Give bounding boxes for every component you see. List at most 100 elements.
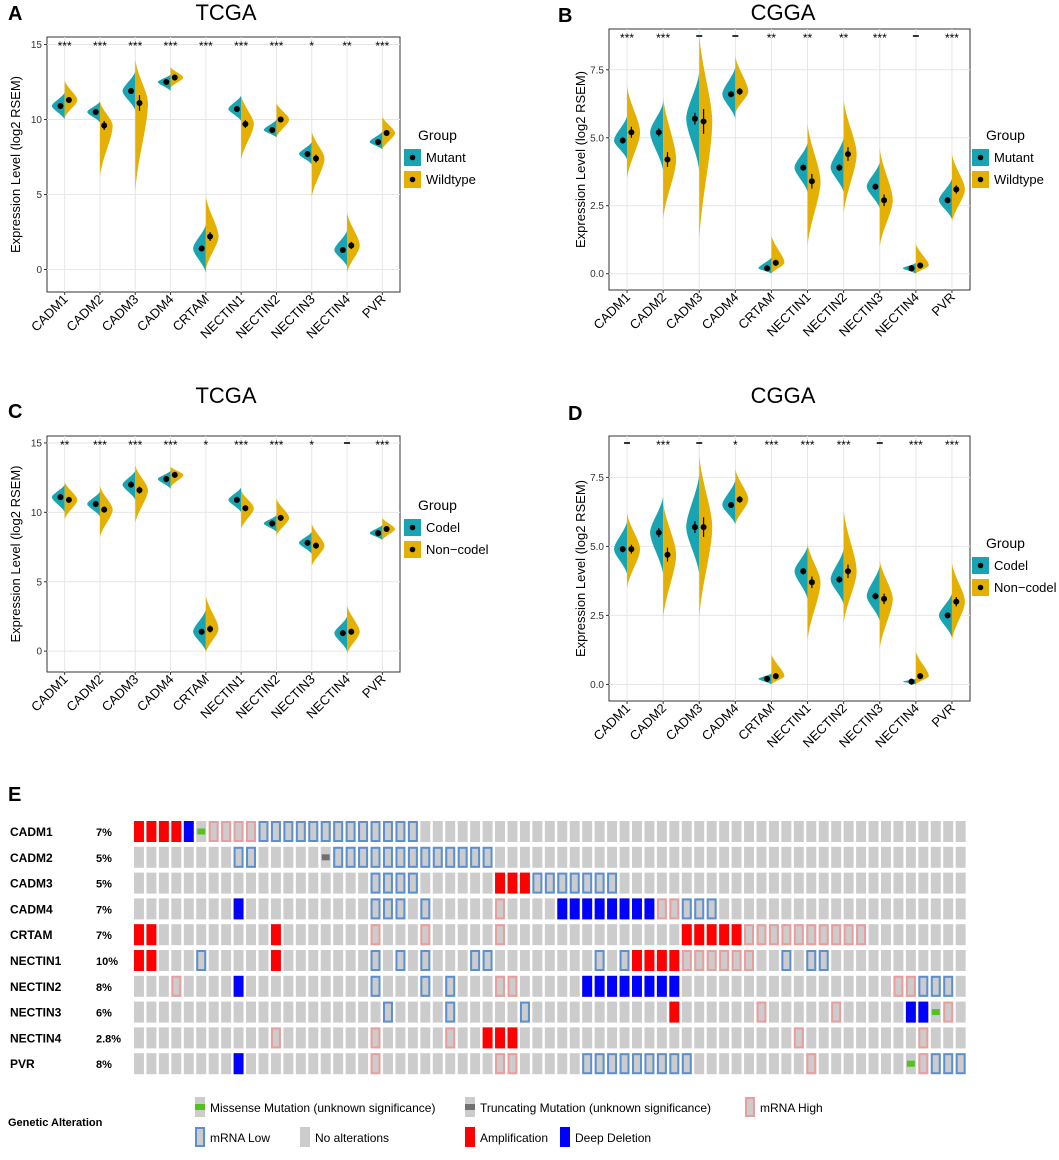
sample-cell: [146, 872, 157, 894]
sample-cell: [470, 924, 481, 946]
mean-point: [207, 625, 214, 632]
sample-cell: [420, 872, 431, 894]
sample-cell: [569, 950, 580, 971]
sample-cell: [395, 872, 406, 894]
cell-mrna-low: [370, 950, 381, 971]
sample-cell: [532, 1053, 543, 1075]
sample-cell: [495, 924, 505, 946]
violin-left: [830, 137, 844, 193]
sample-cell: [793, 1027, 804, 1049]
sample-cell: [283, 898, 294, 920]
cell-mrna-high: [507, 1053, 518, 1075]
sample-cell: [183, 924, 194, 946]
sample-cell: [881, 975, 891, 997]
sample-cell: [681, 872, 692, 894]
sample-cell: [656, 898, 667, 920]
sample-cell: [432, 898, 443, 920]
y-axis-label: Expression Level (log2 RSEM): [573, 71, 588, 248]
cell-amplification: [669, 950, 680, 971]
sample-cell: [856, 1027, 867, 1049]
sample-cell: [134, 1053, 144, 1075]
sample-cell: [308, 872, 319, 894]
cell-amplification: [507, 1027, 518, 1049]
mean-point: [772, 259, 779, 266]
sample-cell: [208, 872, 219, 894]
sample-cell: [831, 898, 842, 920]
sample-cell: [233, 846, 244, 868]
sample-cell: [196, 924, 207, 946]
cell-mrna-low: [943, 1053, 954, 1075]
sample-cell: [731, 950, 742, 971]
cell-mrna-low: [482, 846, 493, 868]
sample-cell: [258, 950, 269, 971]
sample-cell: [756, 950, 767, 971]
sample-cell: [295, 821, 306, 842]
significance-label: ***: [128, 39, 142, 53]
sample-cell: [731, 975, 742, 997]
cell-mrna-high: [918, 1053, 929, 1075]
legend-dot: [977, 154, 984, 161]
cell-mrna-high: [756, 924, 767, 946]
cell-mrna-low: [358, 846, 369, 868]
sample-cell: [943, 924, 954, 946]
cell-mrna-high: [719, 950, 730, 971]
cell-mrna-low: [383, 898, 393, 920]
sample-cell: [744, 950, 754, 971]
cell-mrna-low: [582, 872, 593, 894]
legend-label: Codel: [994, 558, 1028, 573]
sample-cell: [158, 846, 169, 868]
sample-cell: [868, 872, 879, 894]
x-tick-label: CADM4: [699, 290, 742, 333]
sample-cell: [295, 975, 306, 997]
mean-point: [65, 496, 72, 503]
sample-cell: [134, 975, 144, 997]
sample-cell: [619, 846, 630, 868]
sample-cell: [706, 950, 717, 971]
sample-cell: [544, 821, 555, 842]
violin-right: [99, 101, 113, 177]
sample-cell: [358, 872, 369, 894]
sample-cell: [407, 846, 418, 868]
mean-point: [808, 579, 815, 586]
sample-cell: [868, 898, 879, 920]
cell-mrna-high: [681, 950, 692, 971]
sample-cell: [470, 898, 481, 920]
panel-a: A TCGA 0 5 10 15 Expression Level (log2 RSEM) *…: [8, 0, 476, 341]
sample-cell: [407, 1001, 418, 1023]
sample-cell: [930, 898, 941, 920]
sample-cell: [457, 950, 468, 971]
sample-cell: [432, 872, 443, 894]
x-tick-label: CADM1: [590, 290, 633, 333]
sample-cell: [407, 950, 418, 971]
sample-cell: [320, 924, 331, 946]
sample-cell: [644, 1001, 655, 1023]
sample-cell: [619, 872, 630, 894]
sample-cell: [295, 950, 306, 971]
panel-letter: B: [558, 5, 572, 27]
sample-cell: [221, 975, 232, 997]
sample-cell: [345, 1001, 356, 1023]
sample-cell: [656, 1027, 667, 1049]
sample-cell: [246, 1053, 256, 1075]
cell-mrna-low: [457, 846, 468, 868]
sample-cell: [420, 821, 431, 842]
sample-cell: [383, 924, 393, 946]
cell-mrna-low: [619, 950, 630, 971]
cell-mrna-low: [383, 872, 393, 894]
cell-mrna-low: [395, 821, 406, 842]
significance-label: *: [204, 438, 209, 452]
sample-cell: [221, 898, 232, 920]
sample-cell: [420, 898, 431, 920]
x-tick-label: PVR: [359, 672, 389, 702]
mean-point: [728, 91, 735, 98]
cell-mrna-low: [470, 950, 481, 971]
sample-cell: [270, 1053, 281, 1075]
sample-cell: [644, 846, 655, 868]
sample-cell: [370, 872, 381, 894]
sample-cell: [756, 872, 767, 894]
sample-cell: [320, 872, 331, 894]
sample-cell: [158, 898, 169, 920]
sample-cell: [258, 898, 269, 920]
x-tick-label: CADM4: [134, 672, 177, 715]
sample-cell: [146, 898, 157, 920]
